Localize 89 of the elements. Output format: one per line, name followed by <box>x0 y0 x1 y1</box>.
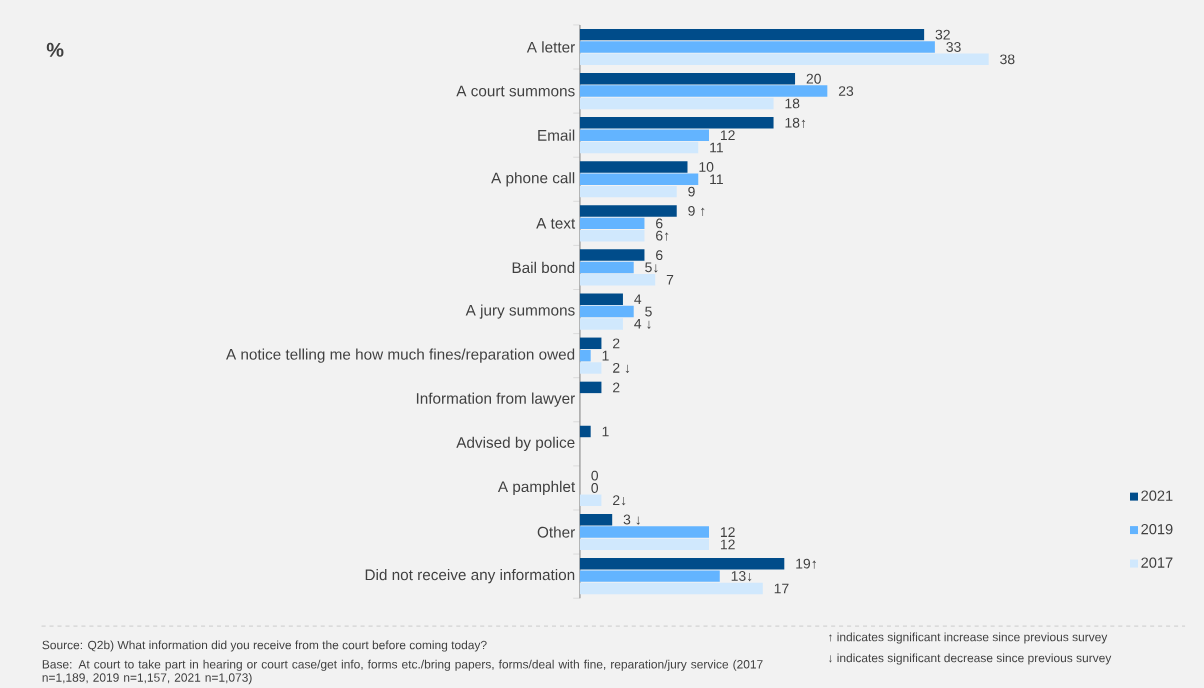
bar <box>579 141 699 154</box>
bar <box>579 217 645 230</box>
bar <box>579 249 645 261</box>
bar <box>579 73 796 85</box>
data-label: 23 <box>838 86 854 97</box>
data-label: 18 <box>785 98 800 109</box>
data-label: 18↑ <box>785 117 806 128</box>
bar <box>579 558 785 570</box>
data-label: 9 ↑ <box>688 205 705 217</box>
y-tick-label: Email <box>538 129 575 141</box>
data-label: 2 ↓ <box>613 362 630 374</box>
data-label: 6↑ <box>656 230 669 241</box>
y-tick-label: A notice telling me how much fines/reparation owed <box>226 348 575 363</box>
y-tick-label: Information from lawyer <box>416 392 575 407</box>
y-tick-label: Advised by police <box>456 436 575 451</box>
y-tick-label: A court summons <box>456 85 575 97</box>
y-tick-label: A letter <box>526 41 575 53</box>
data-label: 6 <box>656 218 663 229</box>
bar <box>579 129 709 141</box>
data-label: 2 <box>613 338 620 349</box>
data-label: 38 <box>1000 54 1015 65</box>
bar <box>579 362 602 374</box>
bar <box>579 293 623 305</box>
bar <box>579 538 709 551</box>
data-label: 33 <box>946 42 961 52</box>
data-label: 3 ↓ <box>623 514 640 525</box>
y-tick-label: A text <box>536 218 576 229</box>
data-label: 5↓ <box>645 262 658 273</box>
data-label: 12 <box>720 130 735 141</box>
bar <box>579 318 623 330</box>
data-label: 0 <box>591 470 599 481</box>
bar <box>579 570 720 582</box>
data-label: 13↓ <box>731 571 752 582</box>
source-note: Source: Q2b) What information did you receive from the court before coming today? <box>42 640 487 652</box>
data-label: 1 <box>602 426 609 437</box>
bar <box>579 425 591 438</box>
data-label: 7 <box>666 275 674 285</box>
data-label: 11 <box>710 174 723 185</box>
bar <box>579 97 774 110</box>
bar <box>579 117 774 129</box>
bar <box>579 261 634 274</box>
data-label: 2↓ <box>613 495 626 506</box>
data-label: 4 <box>634 294 642 305</box>
data-label: 1 <box>602 350 609 361</box>
bar <box>579 526 709 538</box>
data-label: 6 <box>656 250 663 261</box>
bar <box>579 41 935 53</box>
y-tick-label: A pamphlet <box>497 480 576 496</box>
data-label: 12 <box>720 527 735 537</box>
data-label: 11 <box>710 142 723 153</box>
bar <box>579 53 989 66</box>
bar <box>579 337 602 350</box>
bar <box>579 185 677 198</box>
legend-label: 2017 <box>1141 557 1173 568</box>
data-label: 20 <box>806 73 821 84</box>
bar <box>579 582 763 595</box>
bar <box>579 85 828 97</box>
data-label: 12 <box>720 539 735 550</box>
legend-label: 2019 <box>1141 524 1173 535</box>
bar <box>579 161 688 173</box>
bar <box>579 173 699 186</box>
text: % <box>46 42 64 57</box>
bar <box>579 494 602 507</box>
y-tick-label: Did not receive any information <box>365 569 575 584</box>
bar <box>579 230 645 242</box>
y-tick-label: A jury summons <box>465 304 575 319</box>
bar <box>579 274 656 286</box>
y-tick-label: Other <box>537 526 575 538</box>
text: Base: At court to take part in hearing or court case/get info, forms etc./bring papers, forms/deal with fine, reparation/jury service (2017 n=1,189, 2019 n=1,157, 2021 n=1,073) <box>42 659 763 685</box>
y-tick-label: Bail bond <box>512 261 575 274</box>
data-label: 32 <box>935 29 950 40</box>
bar <box>579 514 613 526</box>
text: ↑ indicates significant increase since previous survey <box>829 632 1108 644</box>
data-label: 19↑ <box>796 558 816 569</box>
bar <box>579 349 591 362</box>
data-label: 0 <box>591 483 599 493</box>
bar <box>579 305 634 318</box>
legend-label: 2021 <box>1141 490 1173 501</box>
data-label: 9 <box>688 186 695 197</box>
data-label: 4 ↓ <box>634 318 651 329</box>
bar <box>579 205 677 217</box>
data-label: 5 <box>645 306 652 317</box>
y-tick-label: A phone call <box>491 172 575 187</box>
bar <box>579 28 925 41</box>
data-label: 17 <box>774 583 789 594</box>
data-label: 2 <box>613 382 620 393</box>
data-label: 10 <box>699 162 714 172</box>
text: ↓ indicates significant decrease since previous survey <box>829 653 1112 665</box>
bar <box>579 381 602 394</box>
